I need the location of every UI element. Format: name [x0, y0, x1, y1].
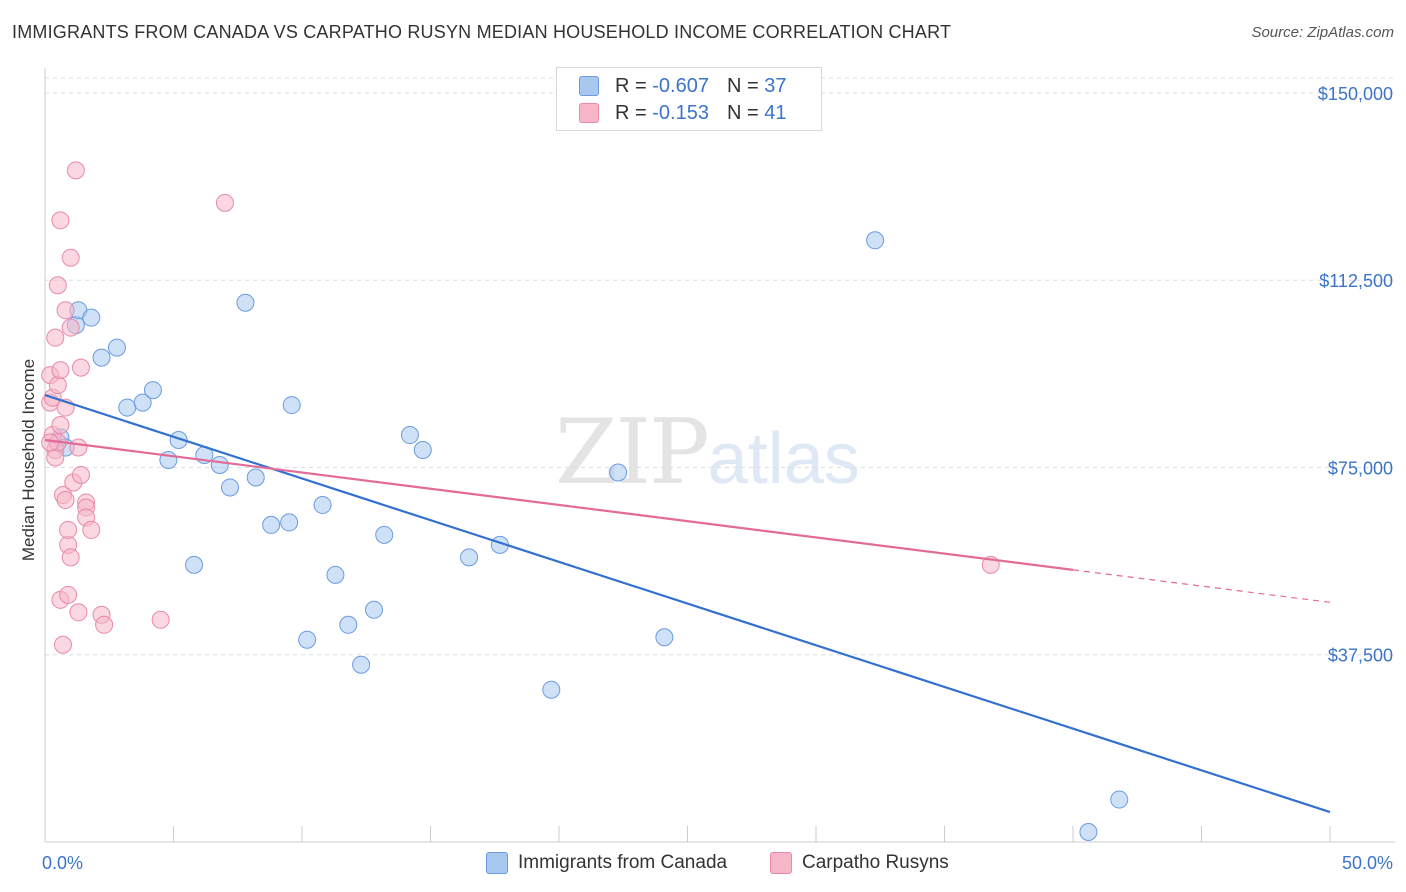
rusyn-point [71, 465, 90, 484]
canada-point [280, 513, 299, 532]
canada-point [236, 293, 255, 312]
canada-point [298, 630, 317, 649]
watermark: ZIPatlas [555, 400, 860, 505]
rusyn-trend-extension [1072, 569, 1331, 603]
rusyn-point [69, 438, 88, 457]
legend-swatch-canada [579, 76, 599, 96]
canada-point [221, 478, 240, 497]
rusyn-point [61, 548, 80, 567]
rusyn-point [95, 615, 114, 634]
legend-n-label: N = [726, 101, 759, 124]
rusyn-point [51, 361, 70, 380]
source-label: Source: ZipAtlas.com [1251, 24, 1394, 41]
legend-r-label: R = [615, 101, 647, 124]
canada-trend-line [44, 394, 1331, 814]
canada-point [413, 441, 432, 460]
rusyn-point [48, 376, 67, 395]
rusyn-point [56, 301, 75, 320]
canada-point [143, 381, 162, 400]
y-axis-label: Median Household Income [19, 359, 38, 561]
rusyn-point [46, 448, 65, 467]
x-tick-label: 50.0% [1342, 853, 1393, 873]
canada-point [364, 600, 383, 619]
chart-title: IMMIGRANTS FROM CANADA VS CARPATHO RUSYN… [12, 22, 952, 42]
canada-point [375, 525, 394, 544]
rusyn-trend-line [44, 438, 1074, 571]
x-tick-label: 0.0% [42, 853, 83, 873]
canada-point [169, 431, 188, 450]
legend-r-value: -0.153 [652, 101, 709, 124]
rusyn-point [59, 585, 78, 604]
canada-point [92, 348, 111, 367]
rusyn-point [46, 328, 65, 347]
canada-point [655, 628, 674, 647]
y-tick-label: $75,000 [1328, 458, 1393, 478]
rusyn-point [51, 211, 70, 230]
rusyn-point [59, 520, 78, 539]
bottom-legend-rusyn: Carpatho Rusyns [770, 852, 949, 874]
canada-point [460, 548, 479, 567]
rusyn-point [71, 358, 90, 377]
rusyn-point [48, 276, 67, 295]
canada-point [118, 398, 137, 417]
rusyn-point [56, 490, 75, 509]
canada-point [133, 393, 152, 412]
rusyn-point [61, 248, 80, 267]
bottom-legend-swatch-canada [486, 852, 508, 874]
bottom-legend-swatch-rusyn [770, 852, 792, 874]
canada-point [313, 495, 332, 514]
rusyn-point [51, 416, 70, 435]
rusyn-point [82, 520, 101, 539]
canada-point [326, 565, 345, 584]
canada-point [82, 308, 101, 327]
correlation-legend: R = -0.607 N = 37 R = -0.153 N = 41 [556, 67, 822, 131]
canada-point [185, 555, 204, 574]
rusyn-point [61, 318, 80, 337]
canada-point [1110, 790, 1129, 809]
bottom-legend-canada: Immigrants from Canada [486, 852, 727, 874]
rusyn-point [215, 193, 234, 212]
canada-point [246, 468, 265, 487]
watermark-zip: ZIP [555, 400, 710, 505]
legend-n-value: 41 [764, 101, 787, 124]
rusyn-point [69, 603, 88, 622]
canada-point [352, 655, 371, 674]
bottom-legend-label-canada: Immigrants from Canada [518, 852, 728, 873]
bottom-legend-label-rusyn: Carpatho Rusyns [802, 852, 949, 873]
rusyn-point [151, 610, 170, 629]
legend-n-label: N = [726, 74, 759, 97]
legend-row-canada: R = -0.607 N = 37 [579, 72, 786, 100]
legend-n-value: 37 [764, 74, 787, 97]
canada-point [339, 615, 358, 634]
canada-point [262, 515, 281, 534]
legend-r-label: R = [615, 74, 647, 97]
canada-point [107, 338, 126, 357]
y-tick-label: $37,500 [1328, 646, 1393, 666]
canada-point [282, 396, 301, 415]
canada-point [609, 463, 628, 482]
canada-point [542, 680, 561, 699]
canada-point [866, 231, 885, 250]
y-tick-label: $112,500 [1319, 271, 1393, 291]
canada-point [1079, 823, 1098, 842]
y-tick-label: $150,000 [1318, 84, 1393, 104]
legend-r-value: -0.607 [652, 74, 709, 97]
legend-swatch-rusyn [579, 103, 599, 123]
watermark-atlas: atlas [707, 419, 860, 499]
rusyn-point [66, 161, 85, 180]
canada-point [210, 455, 229, 474]
legend-row-rusyn: R = -0.153 N = 41 [579, 99, 786, 127]
canada-point [400, 426, 419, 445]
rusyn-point [53, 635, 72, 654]
